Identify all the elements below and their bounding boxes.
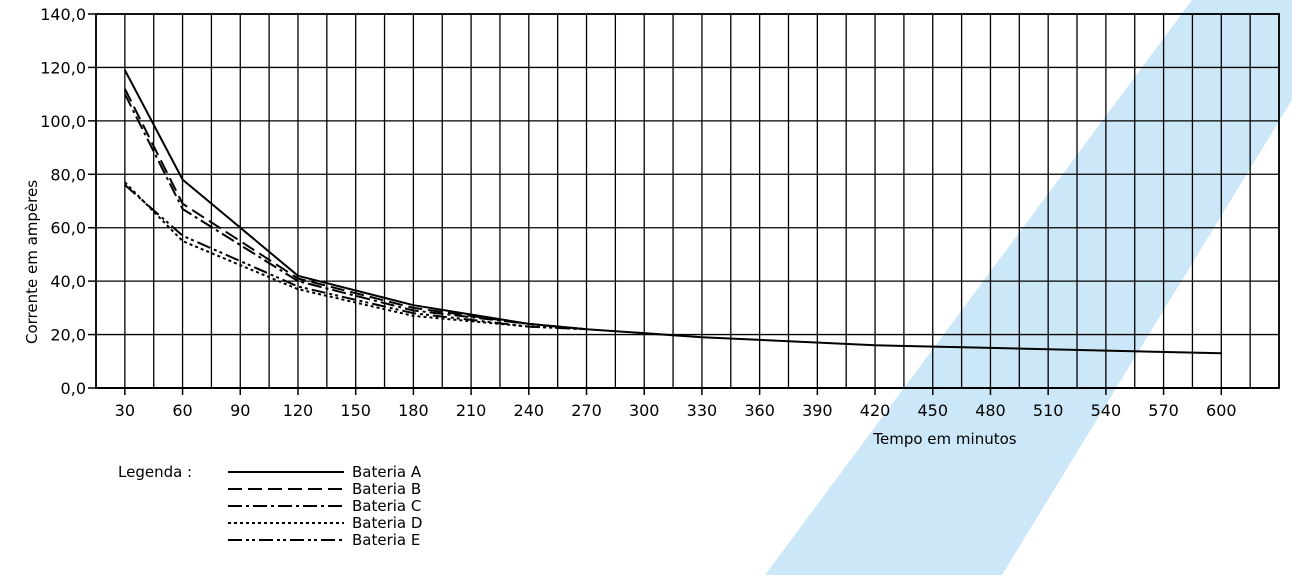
y-tick-label: 80,0	[50, 165, 86, 184]
x-tick-label: 60	[172, 401, 192, 420]
tick-labels: 0,0 20,0 40,0 60,0 80,0 100,0 120,0 140,0 30 60 90…	[40, 5, 1236, 420]
x-tick-label: 420	[860, 401, 891, 420]
plot-frame	[95, 13, 1280, 389]
x-tick-label: 30	[115, 401, 135, 420]
x-tick-label: 540	[1091, 401, 1122, 420]
x-tick-label: 300	[629, 401, 660, 420]
legend-entry: Bateria A	[352, 463, 422, 481]
x-tick-label: 510	[1033, 401, 1064, 420]
legend-entry: Bateria D	[352, 514, 422, 532]
x-tick-label: 360	[744, 401, 775, 420]
x-tick-label: 480	[975, 401, 1006, 420]
x-tick-label: 240	[514, 401, 545, 420]
y-tick-label: 40,0	[50, 272, 86, 291]
x-axis-label: Tempo em minutos	[872, 430, 1016, 448]
y-tick-label: 120,0	[40, 58, 86, 77]
series-line-bateria-c	[124, 93, 587, 331]
x-tick-label: 180	[398, 401, 429, 420]
legend-entry: Bateria E	[352, 531, 420, 549]
legend-title: Legenda :	[118, 463, 192, 481]
y-tick-label: 140,0	[40, 5, 86, 24]
series-lines	[124, 69, 1222, 355]
legend-entry: Bateria B	[352, 480, 421, 498]
x-tick-label: 390	[802, 401, 833, 420]
x-tick-label: 450	[917, 401, 948, 420]
y-tick-label: 20,0	[50, 326, 86, 345]
x-tick-label: 90	[230, 401, 250, 420]
y-tick-label: 60,0	[50, 219, 86, 238]
x-tick-label: 120	[283, 401, 314, 420]
x-tick-label: 330	[687, 401, 718, 420]
decorative-blue-band	[765, 0, 1292, 575]
series-line-bateria-e	[124, 184, 587, 331]
x-tick-label: 210	[456, 401, 487, 420]
grid	[88, 13, 1280, 395]
x-tick-label: 570	[1148, 401, 1179, 420]
x-tick-label: 150	[340, 401, 371, 420]
y-axis-label: Corrente em ampères	[23, 180, 41, 344]
legend-entry: Bateria C	[352, 497, 421, 515]
y-tick-label: 100,0	[40, 112, 86, 131]
x-tick-label: 600	[1206, 401, 1237, 420]
x-tick-label: 270	[571, 401, 602, 420]
y-tick-label: 0,0	[61, 379, 86, 398]
